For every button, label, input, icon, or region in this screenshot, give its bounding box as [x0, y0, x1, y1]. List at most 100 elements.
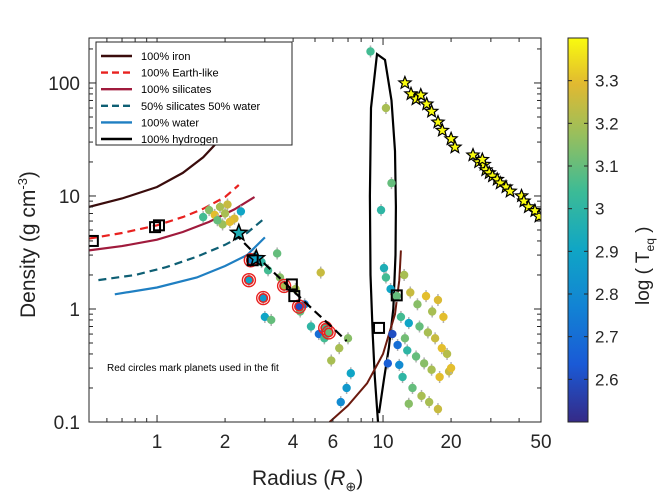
giant-star-marker-7: [434, 122, 451, 138]
planet-point-32: [381, 103, 391, 113]
planet-point-2: [204, 205, 214, 215]
chart-annotation: Red circles mark planets used in the fit: [107, 363, 279, 374]
planet-point-21: [306, 322, 316, 331]
y-tick-label-3: 100: [48, 74, 80, 95]
giant-star-marker-19: [502, 183, 518, 198]
plot-contents: [89, 45, 541, 422]
planet-point-37: [386, 284, 395, 294]
giant-star-marker-0: [397, 74, 413, 90]
planet-point-50: [430, 334, 440, 343]
planet-point-61: [408, 383, 417, 393]
planet-point-33: [387, 178, 396, 188]
giant-star-marker-25: [474, 151, 491, 167]
fit-line: [233, 232, 348, 342]
giant-star-marker-24: [531, 208, 541, 223]
model-curve-0: [89, 141, 219, 208]
model-curve-4: [114, 236, 266, 296]
fit-planet-point-1-fit-ring: [241, 272, 257, 288]
fit-planet-point-6: [323, 327, 334, 338]
planet-point-66: [388, 329, 397, 339]
model-curve-1: [89, 184, 240, 240]
planet-point-8: [236, 207, 246, 216]
legend-box: [95, 41, 293, 146]
legend-label-0: 100% iron: [141, 51, 191, 63]
extra-curve-0: [328, 250, 402, 422]
x-tick-label-0: 1: [152, 432, 163, 453]
planet-point-49: [423, 328, 433, 337]
colorbar: 2.6 2.7 2.8 2.9 3 3.1 3.2 3.3: [567, 37, 619, 423]
colorbar-tick-label-0: 2.6: [595, 370, 619, 389]
planet-point-35: [379, 263, 389, 273]
planet-point-57: [427, 365, 436, 374]
planet-point-67: [383, 359, 393, 368]
planet-point-68: [395, 360, 404, 370]
square-marker-1: [149, 221, 162, 234]
planet-point-58: [435, 372, 444, 382]
planet-point-24: [266, 315, 276, 325]
x-tick-label-4: 10: [372, 432, 393, 453]
colorbar-label: log ( Teq ): [633, 227, 657, 305]
planet-point-25: [327, 356, 336, 365]
giant-star-marker-4: [418, 95, 435, 111]
x-tick-label-5: 20: [440, 432, 461, 453]
colorbar-tick-label-6: 3.2: [595, 114, 619, 133]
planet-point-31: [366, 47, 375, 56]
giant-star-marker-3: [413, 87, 429, 102]
legend-label-3: 50% silicates 50% water: [141, 101, 261, 113]
planet-point-29: [335, 343, 344, 353]
planet-point-10: [225, 217, 235, 227]
planet-point-5: [220, 209, 230, 218]
planet-point-60: [398, 372, 407, 382]
fit-planet-point-3-fit-ring: [276, 278, 292, 294]
colorbar-bar: [567, 37, 589, 423]
planet-point-55: [411, 352, 421, 361]
planet-point-20: [260, 312, 270, 322]
colorbar-tick-label-2: 2.8: [595, 285, 619, 304]
colorbar-tick-label-1: 2.7: [595, 328, 619, 347]
square-marker-5: [288, 290, 301, 303]
giant-star-marker-5: [423, 103, 440, 119]
legend-label-2: 100% silicates: [141, 84, 212, 96]
planet-point-34: [376, 205, 386, 215]
planet-point-56: [419, 359, 429, 368]
planet-point-36: [381, 273, 391, 282]
giant-star-marker-6: [430, 114, 446, 129]
planet-point-52: [442, 349, 452, 359]
y-tick-label-1: 1: [69, 300, 80, 321]
square-marker-6: [373, 321, 386, 334]
planet-point-45: [439, 312, 448, 322]
planet-point-0: [215, 202, 225, 212]
planet-point-38: [392, 291, 401, 301]
legend-label-4: 100% water: [141, 117, 199, 129]
square-marker-7: [390, 289, 403, 302]
fit-planet-point-1: [243, 275, 254, 286]
planet-point-40: [406, 288, 415, 297]
planet-point-17: [316, 268, 325, 277]
planet-point-41: [413, 300, 422, 309]
colorbar-tick-label-7: 3.3: [595, 72, 619, 91]
giant-star-marker-9: [447, 139, 463, 154]
legend-label-5: 100% hydrogen: [141, 134, 218, 146]
planet-point-44: [433, 295, 443, 305]
planet-point-54: [403, 346, 412, 355]
planet-point-46: [396, 312, 406, 322]
planet-point-65: [404, 399, 413, 408]
planet-point-53: [393, 340, 402, 350]
colorbar-tick-label-5: 3.1: [595, 157, 619, 176]
planet-point-48: [415, 322, 424, 331]
model-curve-3: [98, 218, 264, 282]
giant-star-marker-22: [520, 198, 537, 214]
planet-point-11: [272, 249, 282, 258]
x-tick-label-6: 50: [530, 432, 551, 453]
legend-label-1: 100% Earth-like: [141, 68, 219, 80]
fit-planet-point-6-fit-ring: [321, 325, 336, 340]
planet-point-39: [399, 270, 409, 280]
planet-point-42: [421, 291, 431, 301]
x-tick-label-2: 4: [288, 432, 299, 453]
planet-point-62: [417, 391, 426, 401]
fit-planet-point-4: [294, 301, 305, 312]
highlight-star-0: [228, 222, 249, 242]
planet-point-3: [198, 212, 208, 222]
planet-point-9: [213, 216, 222, 225]
